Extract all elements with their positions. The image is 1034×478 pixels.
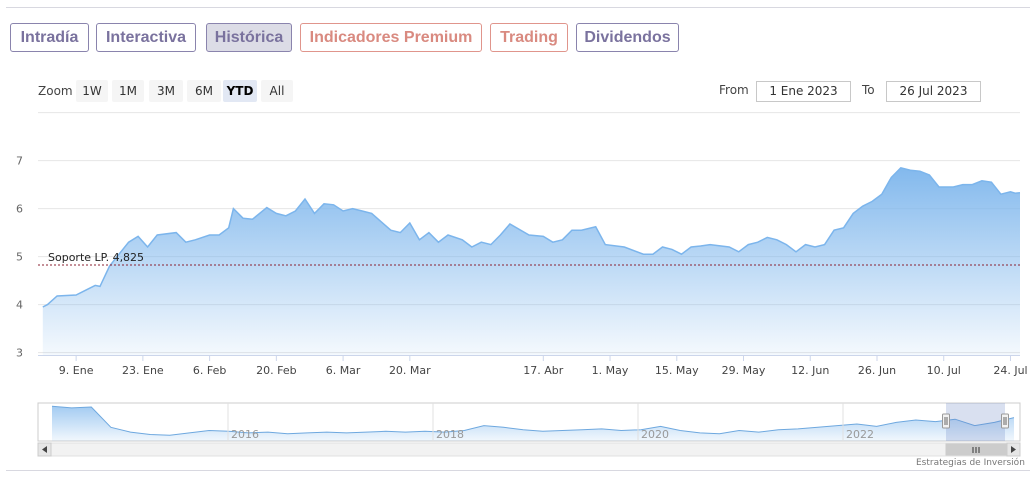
y-tick-label: 6: [16, 203, 23, 216]
zoom-label: Zoom: [38, 84, 73, 98]
x-tick-label: 6. Feb: [193, 364, 226, 377]
bottom-divider: [6, 470, 1030, 471]
x-tick-label: 26. Jun: [858, 364, 896, 377]
support-label: Soporte LP. 4,825: [48, 251, 144, 264]
y-tick-label: 7: [16, 155, 23, 168]
to-label: To: [862, 83, 875, 97]
from-date-input[interactable]: 1 Ene 2023: [756, 81, 851, 102]
x-tick-label: 10. Jul: [927, 364, 961, 377]
zoom-1w-button[interactable]: 1W: [76, 80, 108, 102]
scroll-left-arrow-icon: [42, 446, 47, 453]
tab-indicadores-premium[interactable]: Indicadores Premium: [300, 23, 482, 52]
y-tick-label: 3: [16, 347, 23, 360]
tab-intradia[interactable]: Intradía: [10, 23, 89, 52]
tab-interactiva[interactable]: Interactiva: [96, 23, 196, 52]
chart-credit: Estrategias de Inversión: [916, 458, 1025, 468]
x-tick-label: 15. May: [655, 364, 699, 377]
zoom-all-button[interactable]: All: [261, 80, 293, 102]
navigator-scrollbar-track[interactable]: [37, 442, 1021, 457]
navigator-right-handle[interactable]: [1001, 413, 1009, 429]
tab-historica[interactable]: Histórica: [206, 23, 292, 52]
x-tick-label: 23. Ene: [122, 364, 164, 377]
tab-trading[interactable]: Trading: [490, 23, 568, 52]
top-divider: [6, 7, 1030, 8]
navigator-year-label: 2022: [846, 428, 874, 441]
x-tick-label: 6. Mar: [326, 364, 361, 377]
navigator-line: [51, 405, 1015, 436]
zoom-3m-button[interactable]: 3M: [149, 80, 183, 102]
navigator-area: [52, 406, 1014, 441]
from-label: From: [719, 83, 749, 97]
x-tick-label: 20. Feb: [256, 364, 296, 377]
to-date-input[interactable]: 26 Jul 2023: [886, 81, 981, 102]
x-tick-label: 29. May: [722, 364, 766, 377]
scroll-right-arrow-icon: [1011, 446, 1016, 453]
zoom-ytd-button[interactable]: YTD: [223, 80, 257, 102]
price-line: [42, 166, 1021, 308]
tab-dividendos[interactable]: Dividendos: [576, 23, 679, 52]
navigator-year-label: 2018: [436, 428, 464, 441]
y-tick-label: 5: [16, 251, 23, 264]
zoom-6m-button[interactable]: 6M: [187, 80, 221, 102]
x-tick-label: 1. May: [592, 364, 629, 377]
x-tick-label: 17. Abr: [523, 364, 563, 377]
x-tick-label: 24. Jul: [993, 364, 1027, 377]
zoom-1m-button[interactable]: 1M: [112, 80, 144, 102]
x-tick-label: 20. Mar: [389, 364, 431, 377]
navigator-selection[interactable]: [946, 403, 1005, 441]
x-tick-label: 12. Jun: [791, 364, 829, 377]
x-tick-label: 9. Ene: [59, 364, 94, 377]
navigator-year-label: 2016: [231, 428, 259, 441]
y-tick-label: 4: [16, 299, 23, 312]
navigator-left-handle[interactable]: [942, 413, 950, 429]
price-area-fill: [42, 167, 1021, 355]
navigator-year-label: 2020: [641, 428, 669, 441]
